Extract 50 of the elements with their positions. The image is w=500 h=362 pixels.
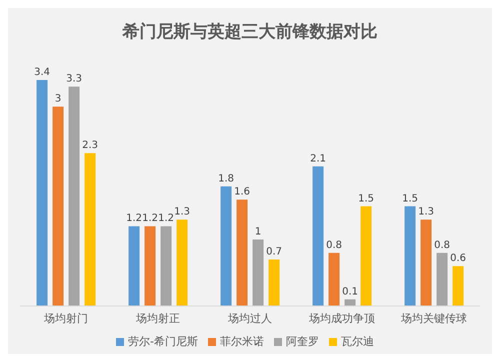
data-label: 1.5 [402, 193, 418, 204]
bar [84, 153, 96, 306]
bar [404, 206, 416, 306]
x-tick-label: 场均成功争顶 [308, 312, 375, 325]
data-label: 1.5 [358, 193, 374, 204]
x-tick-label: 场均射门 [43, 312, 88, 325]
legend-label: 阿奎罗 [286, 335, 319, 348]
data-label: 1.3 [174, 206, 190, 218]
x-tick-label: 场均关键传球 [400, 312, 467, 325]
bar [160, 226, 172, 306]
bar [220, 186, 232, 306]
data-label: 1.3 [418, 206, 434, 218]
data-label: 1.2 [142, 213, 158, 224]
data-label: 2.1 [310, 153, 326, 164]
x-tick-label: 场均过人 [227, 312, 272, 325]
bar [36, 80, 48, 306]
bar [252, 240, 264, 306]
data-label: 0.8 [326, 240, 342, 251]
data-label: 3.3 [66, 74, 82, 85]
data-label: 3.4 [34, 67, 50, 78]
data-label: 2.3 [82, 140, 98, 152]
bar [268, 259, 280, 306]
data-label: 0.6 [450, 253, 466, 264]
data-label: 1.8 [218, 173, 234, 184]
bar [420, 220, 432, 306]
legend-label: 瓦尔迪 [340, 335, 374, 348]
bar [436, 252, 448, 306]
legend-label: 菲尔米诺 [220, 335, 264, 348]
chart-title: 希门尼斯与英超三大前锋数据对比 [121, 21, 378, 44]
data-label: 0.7 [266, 246, 282, 258]
bar [236, 200, 248, 306]
data-label: 1.2 [126, 213, 142, 224]
bar [360, 206, 372, 306]
bar [344, 299, 356, 306]
data-label: 1.6 [234, 186, 250, 198]
bar [176, 220, 188, 306]
data-label: 3 [54, 94, 62, 105]
x-tick-label: 场均射正 [135, 312, 180, 325]
legend-label: 劳尔-希门尼斯 [128, 335, 198, 348]
bar [68, 86, 80, 306]
data-label: 1 [254, 226, 262, 238]
bar [328, 252, 340, 306]
bar [144, 226, 156, 306]
data-label: 1.2 [158, 213, 174, 224]
bar [312, 166, 324, 306]
data-label: 0.8 [434, 240, 450, 251]
data-label: 0.1 [342, 286, 358, 298]
bar [52, 106, 64, 306]
bar [452, 266, 464, 306]
bar [128, 226, 140, 306]
